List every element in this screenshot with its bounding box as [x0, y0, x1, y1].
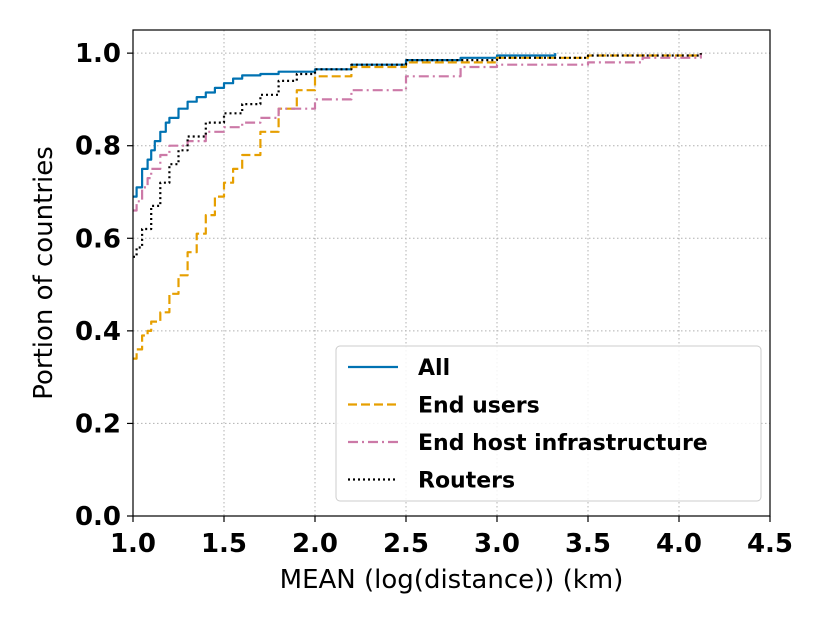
y-tick-label: 0.6: [75, 224, 121, 254]
y-tick-label: 0.2: [75, 409, 121, 439]
y-tick-label: 0.8: [75, 132, 121, 162]
series-line-end-users: [133, 53, 702, 360]
legend-label-all: All: [418, 356, 450, 381]
x-tick-label: 4.0: [656, 529, 702, 559]
y-axis-label: Portion of countries: [29, 146, 59, 400]
legend-label-end-users: End users: [418, 394, 540, 419]
series-line-routers: [133, 53, 702, 258]
x-tick-label: 1.5: [201, 529, 247, 559]
legend-label-routers: Routers: [418, 469, 515, 494]
series-line-all: [133, 53, 557, 198]
x-tick-label: 2.0: [292, 529, 338, 559]
legend-label-end-host-infrastructure: End host infrastructure: [418, 431, 708, 456]
x-tick-label: 4.5: [747, 529, 793, 559]
x-axis-ticks: 1.0 1.5 2.0 2.5 3.0 3.5 4.0 4.5: [110, 516, 793, 559]
x-tick-label: 2.5: [383, 529, 429, 559]
legend-box: [335, 345, 762, 502]
x-axis-label: MEAN (log(distance)) (km): [280, 565, 624, 595]
y-tick-label: 1.0: [75, 39, 121, 69]
series-line-end-host-infrastructure: [133, 53, 702, 212]
plot-frame: [132, 29, 771, 517]
legend: All End users End host infrastructure Route…: [335, 345, 762, 502]
y-tick-label: 0.0: [75, 502, 121, 532]
x-tick-label: 3.5: [565, 529, 611, 559]
y-axis-ticks: 0.0 0.2 0.4 0.6 0.8 1.0: [75, 39, 133, 532]
y-tick-label: 0.4: [75, 317, 121, 347]
series-layer: [133, 53, 702, 360]
x-tick-label: 1.0: [110, 529, 156, 559]
x-tick-label: 3.0: [474, 529, 520, 559]
